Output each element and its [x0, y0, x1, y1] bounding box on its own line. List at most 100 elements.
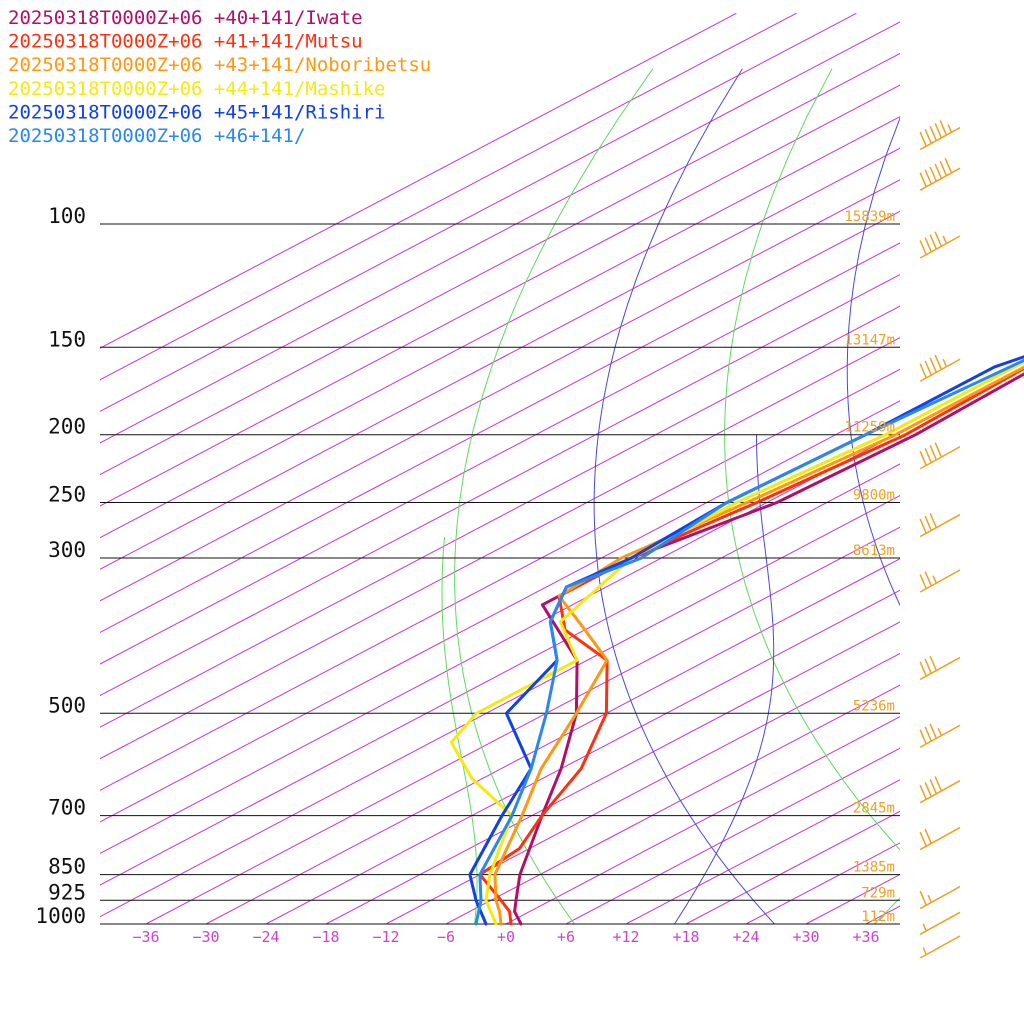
dry-adiabat-line — [593, 68, 776, 924]
moist-adiabat-line — [674, 434, 775, 924]
pressure-label: 250 — [48, 483, 86, 507]
wind-barb-feather — [929, 357, 937, 373]
wind-barb-feather — [919, 661, 927, 677]
height-label: 15839m — [844, 209, 895, 225]
x-tick-label: +36 — [852, 928, 879, 946]
wind-barb-feather — [919, 831, 927, 847]
height-label: 112m — [861, 909, 895, 925]
wind-barb-feather — [919, 450, 927, 466]
isotherm-line — [445, 684, 900, 924]
wind-barb-feather — [919, 784, 927, 800]
wind-barb-shaft — [919, 513, 961, 538]
wind-barb — [919, 120, 961, 151]
x-tick-label: +6 — [557, 928, 575, 946]
x-tick-label: −36 — [132, 928, 159, 946]
isotherm-line — [100, 84, 900, 507]
wind-barb-feather — [924, 782, 932, 797]
wind-barb-feather — [919, 729, 927, 745]
isotherm-line — [100, 21, 900, 444]
series-line-0 — [513, 372, 1024, 926]
wind-barb-half-feather — [932, 575, 937, 583]
isotherm-line — [100, 242, 900, 665]
isotherm-line — [685, 810, 900, 924]
isotherm-line — [100, 12, 737, 349]
isotherm-line — [100, 400, 900, 823]
series-line-1 — [478, 366, 1024, 926]
isotherm-line — [565, 747, 900, 924]
isotherm-line — [100, 12, 797, 381]
wind-barbs — [919, 120, 961, 959]
wind-barb-half-feather — [942, 235, 947, 244]
legend-entry: 20250318T0000Z+06 +45+141/Rishiri — [8, 101, 386, 123]
wind-barb-shaft — [919, 724, 961, 748]
wind-barb-feather — [924, 448, 932, 463]
isotherm-line — [325, 621, 900, 924]
wind-barb-feather — [934, 354, 942, 370]
wind-barb-feather — [919, 240, 927, 255]
wind-barb-half-feather — [922, 947, 927, 955]
wind-barb-feather — [924, 658, 932, 674]
wind-barb-feather — [934, 442, 942, 457]
isotherm-line — [100, 305, 900, 728]
wind-barb-feather — [929, 723, 937, 739]
wind-barb-shaft — [919, 780, 961, 804]
dry-adiabat-lines — [454, 68, 900, 924]
wind-barb — [919, 157, 961, 191]
series-line-4 — [468, 355, 1024, 926]
height-label: 729m — [861, 885, 895, 901]
isotherm-line — [986, 13, 1024, 924]
legend-entry: 20250318T0000Z+06 +44+141/Mashike — [8, 78, 386, 100]
wind-barb-half-feather — [922, 923, 927, 932]
height-label: 2845m — [853, 801, 895, 817]
wind-barb-feather — [924, 726, 932, 742]
height-label: 9800m — [853, 488, 895, 504]
moist-adiabat-line — [441, 536, 478, 924]
wind-barb — [919, 911, 961, 935]
pressure-label: 700 — [48, 796, 86, 820]
legend: 20250318T0000Z+06 +40+141/Iwate20250318T… — [8, 7, 431, 147]
dry-adiabat-line — [724, 68, 900, 851]
wind-barb-feather — [944, 157, 952, 173]
wind-barb-feather — [919, 131, 927, 147]
pressure-label: 925 — [48, 880, 86, 904]
x-tick-label: −6 — [437, 928, 455, 946]
wind-barb-shaft — [919, 935, 961, 959]
wind-barb — [919, 935, 961, 959]
legend-entry: 20250318T0000Z+06 +41+141/Mutsu — [8, 31, 363, 53]
wind-barb-feather — [924, 128, 932, 144]
height-label: 11259m — [844, 420, 895, 436]
wind-barb-feather — [924, 828, 932, 844]
wind-barb-shaft — [919, 126, 961, 151]
wind-barb-shaft — [919, 358, 961, 382]
x-tick-label: +24 — [732, 928, 759, 946]
moist-adiabat-line — [874, 897, 900, 924]
wind-barb-half-feather — [942, 358, 947, 367]
wind-barb-feather — [934, 123, 942, 138]
isotherm-line — [100, 116, 900, 539]
moist-adiabat-lines — [441, 434, 900, 924]
wind-barb-feather — [919, 172, 927, 187]
wind-barb-feather — [929, 779, 937, 794]
wind-barb-feather — [929, 234, 937, 249]
isotherm-line — [805, 873, 900, 924]
isotherm-line — [265, 589, 900, 924]
isotherm-line — [100, 147, 900, 570]
dry-adiabat-line — [846, 116, 900, 607]
pressure-label: 1000 — [35, 904, 86, 928]
wind-barb-feather — [924, 571, 932, 586]
wind-barb-half-feather — [947, 124, 952, 132]
dry-adiabat-line — [454, 68, 654, 924]
x-tick-label: +18 — [672, 928, 699, 946]
wind-barb-shaft — [919, 826, 961, 851]
x-tick-label: −30 — [192, 928, 219, 946]
wind-barb-half-feather — [937, 727, 942, 736]
wind-barb — [919, 885, 961, 910]
legend-entry: 20250318T0000Z+06 +46+141/ — [8, 125, 305, 147]
isotherm-line — [865, 905, 900, 924]
wind-barb-feather — [919, 890, 927, 906]
wind-barb-shaft — [919, 911, 961, 935]
wind-barb-feather — [929, 512, 937, 528]
isotherm-line — [505, 716, 900, 924]
wind-barb-feather — [939, 120, 947, 135]
